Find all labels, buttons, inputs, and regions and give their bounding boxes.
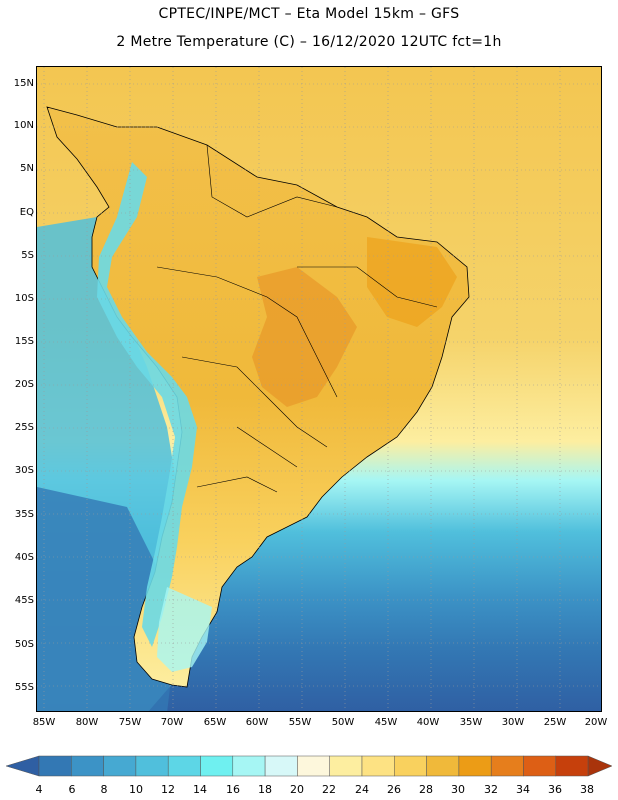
colorbar-label-14: 14 <box>193 783 207 796</box>
lat-label-5s: 5S <box>21 250 34 261</box>
colorbar-swatch <box>167 755 201 777</box>
colorbar-label-38: 38 <box>580 783 594 796</box>
lat-label-15s: 15S <box>14 336 34 347</box>
colorbar-swatch <box>361 755 395 777</box>
northeast-warm-region <box>367 237 457 327</box>
colorbar-swatch <box>458 755 492 777</box>
colorbar-label-36: 36 <box>548 783 562 796</box>
lon-label-60w: 60W <box>245 717 269 728</box>
lat-label-eq: EQ <box>19 207 34 218</box>
lat-label-10s: 10S <box>14 293 34 304</box>
lat-label-35s: 35S <box>14 509 34 520</box>
lat-label-50s: 50S <box>14 639 34 650</box>
lat-label-45s: 45S <box>14 595 34 606</box>
lon-label-55w: 55W <box>288 717 312 728</box>
temperature-map <box>36 66 602 712</box>
map-title-line-2: 2 Metre Temperature (C) – 16/12/2020 12U… <box>116 34 502 50</box>
lon-label-85w: 85W <box>32 717 56 728</box>
lat-label-10n: 10N <box>13 120 34 131</box>
lon-label-35w: 35W <box>459 717 483 728</box>
colorbar-label-28: 28 <box>419 783 433 796</box>
colorbar-swatch <box>329 755 363 777</box>
colorbar-label-30: 30 <box>451 783 465 796</box>
colorbar-swatch <box>297 755 330 777</box>
colorbar-swatch <box>264 755 298 777</box>
colorbar-swatch <box>523 755 557 777</box>
lat-label-30s: 30S <box>14 465 34 476</box>
lat-label-15n: 15N <box>13 78 34 89</box>
colorbar-label-12: 12 <box>161 783 175 796</box>
lon-label-65w: 65W <box>203 717 227 728</box>
lat-label-20s: 20S <box>14 379 34 390</box>
lat-label-55s: 55S <box>14 682 34 693</box>
lat-label-5n: 5N <box>20 163 34 174</box>
colorbar-label-22: 22 <box>322 783 336 796</box>
colorbar-label-32: 32 <box>484 783 498 796</box>
colorbar-swatch <box>394 755 427 777</box>
colorbar-label-6: 6 <box>68 783 76 796</box>
lon-label-20w: 20W <box>584 717 608 728</box>
lat-label-40s: 40S <box>14 552 34 563</box>
lon-label-25w: 25W <box>543 717 567 728</box>
colorbar-swatch <box>555 755 589 777</box>
colorbar-label-24: 24 <box>355 783 369 796</box>
lon-label-75w: 75W <box>118 717 142 728</box>
colorbar-swatch <box>38 755 72 777</box>
colorbar-label-18: 18 <box>258 783 272 796</box>
colorbar-label-4: 4 <box>35 783 43 796</box>
lon-label-30w: 30W <box>501 717 525 728</box>
lon-label-50w: 50W <box>331 717 355 728</box>
lon-label-40w: 40W <box>416 717 440 728</box>
colorbar-label-20: 20 <box>290 783 304 796</box>
colorbar-arrow-left <box>5 755 40 777</box>
lon-label-70w: 70W <box>160 717 184 728</box>
country-borders <box>156 144 438 493</box>
lat-label-25s: 25S <box>14 422 34 433</box>
colorbar-label-34: 34 <box>516 783 530 796</box>
colorbar-swatch <box>135 755 169 777</box>
colorbar-arrow-right <box>587 755 613 777</box>
colorbar-swatch <box>490 755 524 777</box>
lon-label-80w: 80W <box>75 717 99 728</box>
colorbar-label-26: 26 <box>387 783 401 796</box>
patagonia-cool-region <box>157 587 212 672</box>
colorbar-swatch <box>103 755 137 777</box>
map-title-line-1: CPTEC/INPE/MCT – Eta Model 15km – GFS <box>158 6 460 22</box>
colorbar-swatch <box>200 755 234 777</box>
colorbar-swatch <box>71 755 104 777</box>
colorbar-swatch <box>232 755 266 777</box>
colorbar-label-10: 10 <box>129 783 143 796</box>
warm-core-region <box>252 267 357 407</box>
map-canvas <box>37 67 601 711</box>
colorbar-swatch <box>426 755 460 777</box>
colorbar-label-8: 8 <box>100 783 108 796</box>
lon-label-45w: 45W <box>374 717 398 728</box>
temperature-colorbar <box>5 755 613 777</box>
andes-cold-strip <box>97 162 197 647</box>
colorbar-label-16: 16 <box>226 783 240 796</box>
